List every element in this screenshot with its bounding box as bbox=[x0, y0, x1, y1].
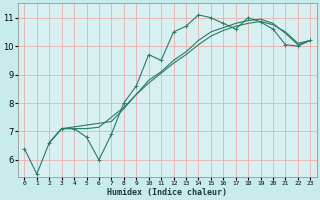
X-axis label: Humidex (Indice chaleur): Humidex (Indice chaleur) bbox=[107, 188, 227, 197]
